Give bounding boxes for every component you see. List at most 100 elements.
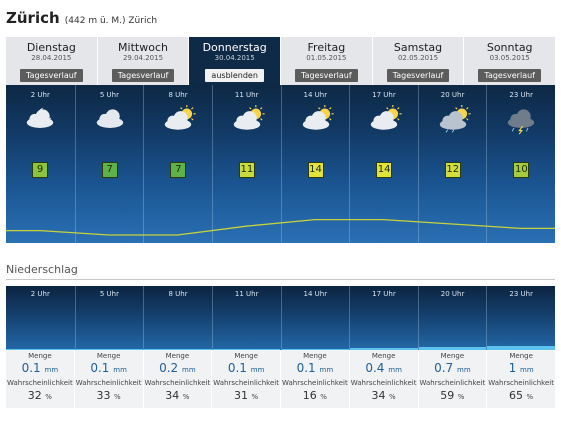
sun-cloud-icon — [158, 105, 198, 135]
hour-time: 2 Uhr — [30, 91, 50, 99]
day-name: Sonntag — [486, 41, 533, 54]
precip-amount: 1 mm — [508, 361, 534, 375]
day-date: 28.04.2015 — [31, 54, 72, 62]
precip-cell: Menge 0.1 mm Wahrscheinlichkeit 16 % — [280, 350, 349, 408]
temperature-badge: 7 — [170, 162, 187, 178]
day-forecast-button[interactable]: Tagesverlauf — [386, 69, 450, 82]
precip-probability: 32 % — [27, 389, 52, 402]
location-detail: (442 m ü. M.) Zürich — [64, 16, 158, 26]
temperature-badge: 10 — [513, 162, 530, 178]
sun-cloud-icon — [296, 105, 336, 135]
amount-label: Menge — [509, 352, 533, 360]
precip-probability: 65 % — [509, 389, 534, 402]
precip-bar — [281, 349, 350, 350]
precip-cell: Menge 0.1 mm Wahrscheinlichkeit 32 % — [6, 350, 74, 408]
amount-label: Menge — [371, 352, 396, 360]
precip-bar — [212, 349, 281, 350]
probability-label: Wahrscheinlichkeit — [419, 379, 486, 387]
precip-column: 17 Uhr — [349, 286, 418, 350]
precip-probability: 16 % — [302, 389, 327, 402]
precip-cell: Menge 0.4 mm Wahrscheinlichkeit 34 % — [348, 350, 418, 408]
temperature-curve — [6, 218, 555, 236]
day-tab-dienstag[interactable]: Dienstag 28.04.2015 Tagesverlauf — [6, 37, 97, 85]
precip-bar — [350, 348, 418, 350]
precip-cell: Menge 1 mm Wahrscheinlichkeit 65 % — [486, 350, 555, 408]
precipitation-title: Niederschlag — [6, 263, 78, 276]
precip-time: 2 Uhr — [30, 290, 50, 298]
day-forecast-button[interactable]: Tagesverlauf — [295, 69, 358, 82]
precip-time: 5 Uhr — [99, 290, 119, 298]
precip-bar — [6, 349, 75, 350]
precip-amount: 0.4 mm — [365, 361, 402, 375]
temperature-line — [6, 218, 555, 236]
hour-column: 11 Uhr 11 — [211, 85, 281, 243]
precip-probability: 33 % — [96, 389, 121, 402]
day-name: Freitag — [307, 41, 346, 54]
temperature-badge: 7 — [101, 162, 118, 178]
temperature-badge: 9 — [32, 162, 48, 178]
precip-probability: 59 % — [440, 389, 465, 402]
probability-label: Wahrscheinlichkeit — [488, 379, 554, 387]
hour-time: 20 Uhr — [440, 91, 465, 99]
day-tab-samstag[interactable]: Samstag 02.05.2015 Tagesverlauf — [371, 37, 464, 85]
precip-time: 11 Uhr — [234, 290, 259, 298]
hour-column: 23 Uhr 10 — [486, 85, 555, 243]
hide-button[interactable]: ausblenden — [205, 69, 264, 82]
temperature-badge: 12 — [444, 162, 461, 178]
probability-label: Wahrscheinlichkeit — [282, 379, 348, 387]
day-tab-mittwoch[interactable]: Mittwoch 29.04.2015 Tagesverlauf — [96, 37, 189, 85]
precipitation-values: Menge 0.1 mm Wahrscheinlichkeit 32 % Menge 0.… — [6, 350, 555, 408]
storm-cloud-icon — [501, 105, 541, 135]
moon-cloud-icon — [20, 105, 60, 135]
day-forecast-button[interactable]: Tagesverlauf — [111, 69, 175, 82]
precip-column: 14 Uhr — [280, 286, 350, 350]
precip-column: 5 Uhr — [74, 286, 144, 350]
precip-bar — [144, 349, 212, 350]
amount-label: Menge — [234, 352, 258, 360]
precip-amount: 0.1 mm — [227, 361, 265, 375]
precip-amount: 0.7 mm — [434, 361, 471, 375]
day-name: Samstag — [393, 41, 443, 54]
precip-column: 11 Uhr — [211, 286, 281, 350]
amount-label: Menge — [440, 352, 465, 360]
temperature-badge: 11 — [238, 162, 255, 178]
day-forecast-button[interactable]: Tagesverlauf — [20, 69, 83, 82]
precip-time: 20 Uhr — [440, 290, 465, 298]
day-tab-freitag[interactable]: Freitag 01.05.2015 Tagesverlauf — [280, 37, 372, 85]
rain-sun-cloud-icon — [433, 105, 473, 135]
precip-column: 20 Uhr — [417, 286, 487, 350]
hour-time: 17 Uhr — [372, 91, 396, 99]
precip-time: 8 Uhr — [168, 290, 188, 298]
cloud-icon — [90, 105, 130, 135]
precip-amount: 0.1 mm — [296, 361, 334, 375]
hour-time: 5 Uhr — [99, 91, 119, 99]
divider — [6, 279, 555, 280]
day-tabs: Dienstag 28.04.2015 Tagesverlauf Mittwoch 29… — [6, 37, 556, 85]
precip-cell: Menge 0.1 mm Wahrscheinlichkeit 33 % — [73, 350, 143, 408]
precip-column: 2 Uhr — [6, 286, 75, 350]
hour-column: 20 Uhr 12 — [417, 85, 487, 243]
hour-time: 11 Uhr — [234, 91, 259, 99]
precip-probability: 34 % — [165, 389, 190, 402]
day-forecast-button[interactable]: Tagesverlauf — [478, 69, 541, 82]
precip-bar — [418, 347, 487, 350]
hour-time: 14 Uhr — [303, 91, 328, 99]
hour-column: 8 Uhr 7 — [143, 85, 212, 243]
amount-label: Menge — [96, 352, 121, 360]
probability-label: Wahrscheinlichkeit — [350, 379, 417, 387]
day-date: 30.04.2015 — [214, 54, 255, 62]
day-date: 29.04.2015 — [122, 54, 164, 62]
precip-amount: 0.1 mm — [90, 361, 127, 375]
hour-column: 5 Uhr 7 — [74, 85, 144, 243]
precip-bar — [487, 346, 555, 350]
precip-probability: 31 % — [234, 389, 259, 402]
precip-probability: 34 % — [371, 389, 396, 402]
day-tab-donnerstag[interactable]: Donnerstag 30.04.2015 ausblenden — [188, 37, 281, 85]
precip-amount: 0.2 mm — [159, 361, 196, 375]
hourly-forecast: 2 Uhr 9 5 Uhr 7 8 Uhr 7 11 Uhr 11 14 Uhr 14 17 Uhr… — [6, 85, 555, 243]
day-tab-sonntag[interactable]: Sonntag 03.05.2015 Tagesverlauf — [463, 37, 556, 85]
day-date: 03.05.2015 — [489, 54, 530, 62]
probability-label: Wahrscheinlichkeit — [7, 379, 73, 387]
hour-time: 23 Uhr — [509, 91, 533, 99]
day-name: Mittwoch — [118, 41, 168, 54]
